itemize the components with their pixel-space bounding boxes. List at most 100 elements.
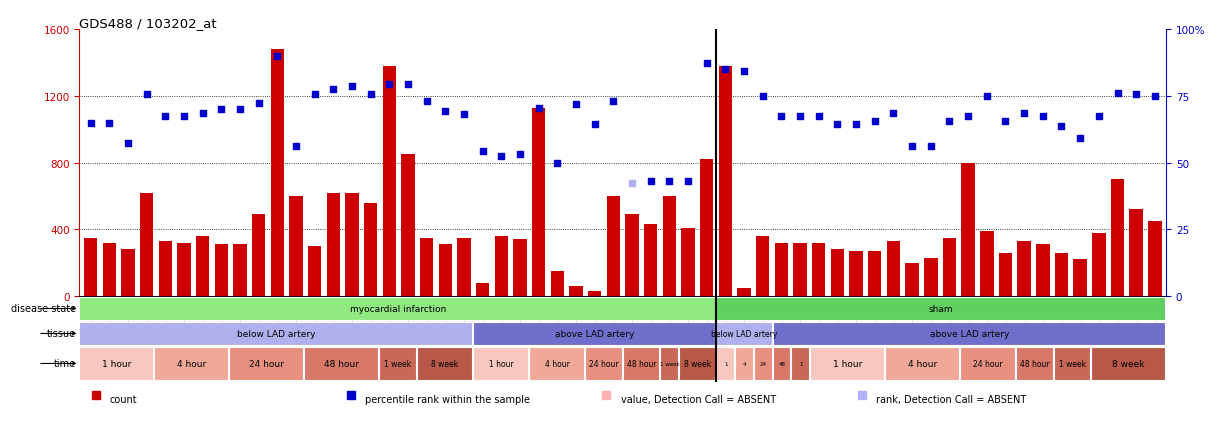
Point [679,178,698,185]
Point [921,143,940,150]
Text: 1: 1 [799,361,802,366]
Point [567,102,586,108]
Bar [812,243,825,296]
Text: 24 hour: 24 hour [249,359,284,368]
Point [772,113,791,120]
Bar [532,108,546,296]
Point [436,108,455,115]
Point [940,118,960,125]
Point [473,148,492,155]
Text: 8 week: 8 week [1112,359,1145,368]
FancyBboxPatch shape [380,348,415,380]
Point [361,92,381,99]
Text: 48 hour: 48 hour [1020,359,1050,368]
Text: disease state: disease state [11,304,76,314]
Text: 1 hour: 1 hour [833,359,862,368]
Text: 48: 48 [779,361,785,366]
Bar [774,243,788,296]
Point [995,118,1015,125]
Point [734,69,753,76]
Bar [513,240,526,296]
Text: above LAD artery: above LAD artery [554,329,634,338]
FancyBboxPatch shape [79,322,471,345]
Text: 48 hour: 48 hour [324,359,359,368]
Bar [382,67,396,296]
Point [175,113,194,120]
Bar [476,283,490,296]
Point [416,99,436,105]
FancyBboxPatch shape [416,348,471,380]
FancyBboxPatch shape [79,348,153,380]
Bar [980,231,994,296]
FancyBboxPatch shape [735,348,753,380]
Text: below LAD artery: below LAD artery [237,329,315,338]
Text: 1 week: 1 week [1059,359,1085,368]
Point [155,113,175,120]
Bar [346,193,359,296]
Point [249,100,269,107]
Text: sham: sham [929,304,954,313]
Bar [1111,180,1125,296]
FancyBboxPatch shape [623,348,659,380]
Bar [681,228,695,296]
Text: 1: 1 [724,361,728,366]
Bar [308,247,321,296]
Point [958,113,978,120]
Text: 8 week: 8 week [684,359,711,368]
Point [1107,90,1127,97]
Bar [1148,221,1161,296]
FancyBboxPatch shape [960,348,1015,380]
Text: above LAD artery: above LAD artery [929,329,1009,338]
Point [324,87,343,94]
Bar [364,203,377,296]
Bar [1055,253,1068,296]
Point [761,162,780,169]
FancyBboxPatch shape [154,348,228,380]
Bar [140,193,154,296]
Text: value, Detection Call = ABSENT: value, Detection Call = ABSENT [620,394,775,404]
FancyBboxPatch shape [717,322,772,345]
Point [1127,92,1147,99]
FancyBboxPatch shape [717,297,1165,320]
Bar [737,288,751,296]
Point [547,160,567,167]
Bar [830,250,844,296]
Point [1089,113,1109,120]
FancyBboxPatch shape [791,348,810,380]
Bar [625,215,639,296]
FancyBboxPatch shape [585,348,621,380]
Bar [177,243,190,296]
Point [492,153,512,160]
FancyBboxPatch shape [473,322,716,345]
Point [659,178,679,185]
Text: 1 hour: 1 hour [488,359,513,368]
Bar [420,238,433,296]
Bar [289,197,303,296]
Point [716,67,735,74]
Point [137,92,156,99]
Bar [643,225,657,296]
FancyBboxPatch shape [773,348,790,380]
Bar [719,67,733,296]
Text: count: count [110,394,138,404]
Text: 4 hour: 4 hour [908,359,937,368]
Point [753,93,773,100]
Text: 1 week: 1 week [385,359,411,368]
Bar [756,237,769,296]
Bar [700,160,713,296]
Bar [551,271,564,296]
Text: myocardial infarction: myocardial infarction [349,304,446,313]
FancyBboxPatch shape [753,348,772,380]
Point [697,60,717,67]
Bar [1073,260,1087,296]
Point [884,110,904,117]
Bar [215,245,228,296]
Text: 24 hour: 24 hour [590,359,619,368]
FancyBboxPatch shape [773,322,1165,345]
FancyBboxPatch shape [679,348,716,380]
FancyBboxPatch shape [304,348,379,380]
Bar [402,155,415,296]
FancyBboxPatch shape [1054,348,1090,380]
FancyBboxPatch shape [717,348,734,380]
FancyBboxPatch shape [661,348,678,380]
